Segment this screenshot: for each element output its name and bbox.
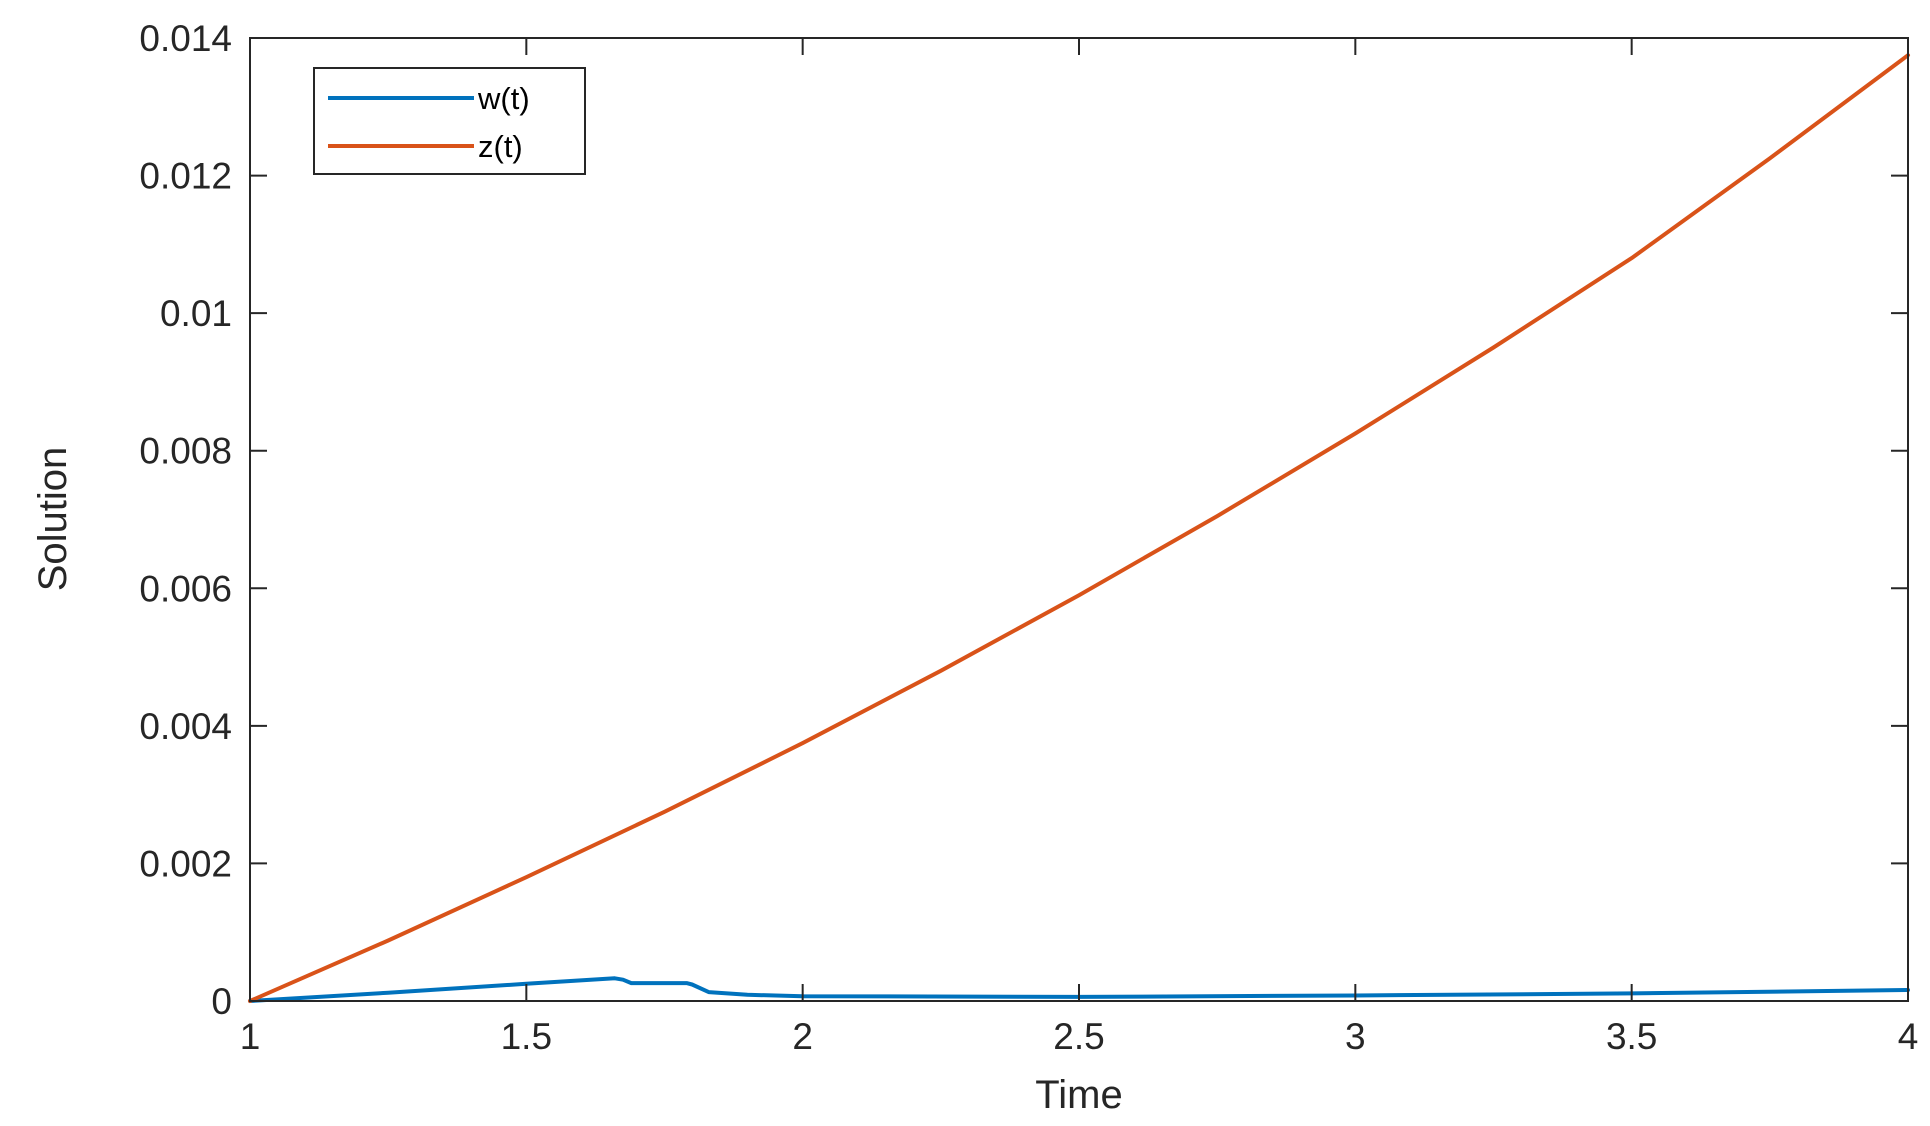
y-tick-label: 0.01 xyxy=(160,293,232,334)
y-tick-label: 0.006 xyxy=(139,568,232,609)
series-line-zt xyxy=(248,53,1910,1003)
axes-box xyxy=(249,37,1909,1002)
x-tick-label: 4 xyxy=(1898,1016,1919,1057)
series-layer xyxy=(248,53,1910,1003)
legend-label-w: w(t) xyxy=(477,81,530,116)
x-tick-labels: 1 1.5 2 2.5 3 3.5 4 xyxy=(240,1016,1919,1057)
y-tick-label: 0 xyxy=(211,981,232,1022)
x-tick-label: 3 xyxy=(1345,1016,1366,1057)
legend-label-z: z(t) xyxy=(478,129,523,164)
x-axis-title: Time xyxy=(1035,1073,1122,1117)
y-tick-label: 0.012 xyxy=(139,156,232,197)
y-tick-label: 0.002 xyxy=(139,843,232,884)
y-tick-label: 0.014 xyxy=(139,18,232,59)
x-tick-label: 1.5 xyxy=(501,1016,552,1057)
y-axis-title: Solution xyxy=(31,447,75,592)
y-tick-labels: 0 0.002 0.004 0.006 0.008 0.01 0.012 0.014 xyxy=(139,18,232,1022)
legend: w(t) z(t) xyxy=(313,67,586,175)
y-tick-label: 0.008 xyxy=(139,431,232,472)
series-line-wt xyxy=(248,976,1910,1003)
x-tick-label: 3.5 xyxy=(1606,1016,1657,1057)
x-tick-label: 1 xyxy=(240,1016,261,1057)
legend-box xyxy=(313,67,586,175)
x-tick-label: 2.5 xyxy=(1053,1016,1104,1057)
plot-area xyxy=(250,38,1908,1001)
y-tick-label: 0.004 xyxy=(139,706,232,747)
x-tick-label: 2 xyxy=(792,1016,813,1057)
